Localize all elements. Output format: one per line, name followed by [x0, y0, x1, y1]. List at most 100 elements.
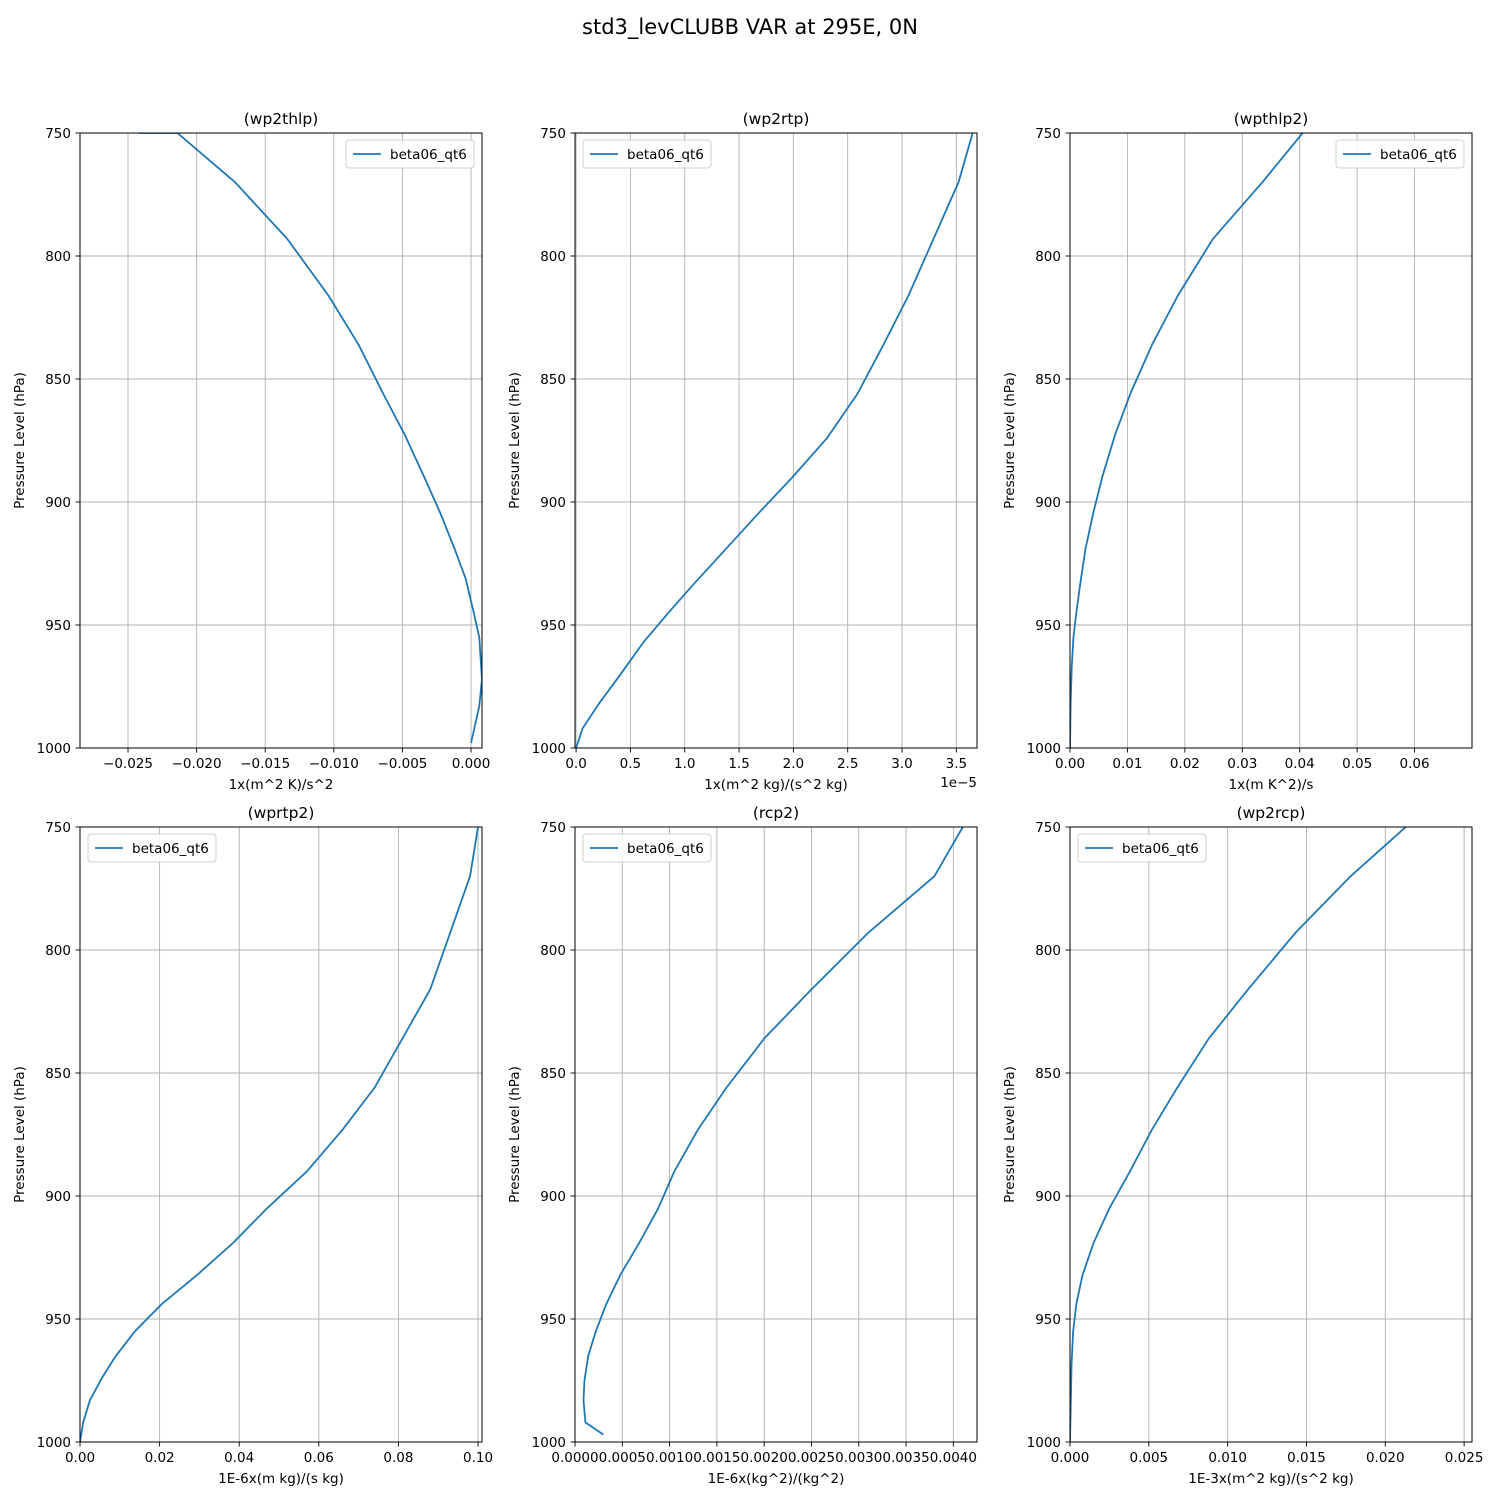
- plot-frame: [1069, 826, 1473, 1443]
- legend-label: beta06_qt6: [390, 147, 467, 163]
- x-tick-label: 1.0: [674, 756, 695, 772]
- x-axis-label: 1x(m K^2)/s: [1229, 777, 1314, 793]
- legend: beta06_qt6: [87, 833, 217, 863]
- x-tick-label: 0.04: [1285, 756, 1315, 772]
- y-tick-label: 950: [1035, 618, 1061, 634]
- y-tick-label: 850: [45, 1066, 71, 1082]
- y-tick-label: 800: [1035, 249, 1061, 265]
- plot-frame: [574, 826, 978, 1443]
- y-tick-label: 800: [540, 943, 566, 959]
- y-tick-label: 900: [1035, 495, 1061, 511]
- legend-label: beta06_qt6: [627, 841, 704, 857]
- series-line-1: [139, 133, 482, 744]
- legend-box: [582, 833, 712, 863]
- y-tick-label: 850: [1035, 1066, 1061, 1082]
- y-tick-label: 950: [540, 618, 566, 634]
- x-tick-label: 0.015: [1287, 1450, 1326, 1466]
- subplot-3: 0.00 0.01 0.02 0.03 0.04 0.05 0.06 750 800 850 900…: [1002, 110, 1473, 793]
- legend-box: [1077, 833, 1207, 863]
- subplot-title: (wpthlp2): [1234, 110, 1309, 128]
- y-tick-label: 750: [540, 126, 566, 142]
- subplot-6: 0.000 0.005 0.010 0.015 0.020 0.025 750 800 850 9…: [1002, 804, 1483, 1487]
- x-tick-label: 0.0000: [551, 1450, 598, 1466]
- x-tick-label: 0.02: [1170, 756, 1200, 772]
- x-tick-label: 0.0010: [646, 1450, 693, 1466]
- x-tick-label: 0.01: [1112, 756, 1142, 772]
- legend: beta06_qt6: [582, 833, 712, 863]
- y-tick-label: 1000: [532, 1435, 566, 1451]
- legend-box: [582, 139, 712, 169]
- y-tick-label: 850: [45, 372, 71, 388]
- y-tick-label: 1000: [37, 1435, 71, 1451]
- subplot-title: (rcp2): [753, 804, 799, 822]
- y-axis-label: Pressure Level (hPa): [1002, 372, 1018, 509]
- y-tick-label: 850: [540, 1066, 566, 1082]
- x-tick-label: 0.02: [145, 1450, 175, 1466]
- x-tick-label: −0.020: [172, 756, 222, 772]
- x-tick-label: 0.000: [1051, 1450, 1090, 1466]
- x-tick-label: 0.010: [1208, 1450, 1247, 1466]
- x-tick-label: −0.010: [309, 756, 359, 772]
- x-tick-label: 3.5: [946, 756, 967, 772]
- y-tick-label: 800: [45, 249, 71, 265]
- y-tick-label: 1000: [532, 741, 566, 757]
- x-tick-label: 0.0025: [788, 1450, 835, 1466]
- y-tick-label: 950: [1035, 1312, 1061, 1328]
- x-axis-label: 1E-3x(m^2 kg)/(s^2 kg): [1188, 1471, 1354, 1487]
- legend-label: beta06_qt6: [1380, 147, 1457, 163]
- y-tick-label: 900: [540, 495, 566, 511]
- x-tick-label: 0.020: [1366, 1450, 1405, 1466]
- y-tick-label: 950: [45, 1312, 71, 1328]
- y-axis-label: Pressure Level (hPa): [507, 372, 523, 509]
- y-tick-label: 900: [1035, 1189, 1061, 1205]
- y-tick-label: 800: [1035, 943, 1061, 959]
- subplot-1: −0.025 −0.020 −0.015 −0.010 −0.005 0.000 750 80…: [12, 110, 490, 793]
- legend: beta06_qt6: [582, 139, 712, 169]
- y-tick-label: 900: [540, 1189, 566, 1205]
- x-tick-label: 0.06: [304, 1450, 334, 1466]
- legend-box: [87, 833, 217, 863]
- legend-label: beta06_qt6: [1122, 841, 1199, 857]
- series-line-1: [575, 133, 974, 748]
- plot-frame: [79, 132, 483, 749]
- subplot-5: 0.0000 0.0005 0.0010 0.0015 0.0020 0.0025 0.00…: [507, 804, 978, 1487]
- y-tick-label: 900: [45, 495, 71, 511]
- x-axis-label: 1x(m^2 kg)/(s^2 kg): [704, 777, 848, 793]
- y-axis-label: Pressure Level (hPa): [1002, 1066, 1018, 1203]
- x-tick-label: 2.0: [783, 756, 804, 772]
- legend: beta06_qt6: [1077, 833, 1207, 863]
- subplot-2: 0.0 0.5 1.0 1.5 2.0 2.5 3.0 3.5 750 800 850 900 950 1…: [507, 110, 978, 793]
- x-tick-label: 0.0005: [599, 1450, 646, 1466]
- x-tick-label: 3.0: [891, 756, 912, 772]
- x-tick-label: 0.08: [383, 1450, 413, 1466]
- figure-title: std3_levCLUBB VAR at 295E, 0N: [582, 15, 918, 39]
- x-tick-label: 0.00: [1055, 756, 1085, 772]
- y-tick-label: 950: [540, 1312, 566, 1328]
- x-tick-label: 0.03: [1227, 756, 1257, 772]
- series-line-1: [1070, 133, 1304, 748]
- x-tick-label: −0.015: [240, 756, 290, 772]
- subplot-title: (wprtp2): [248, 804, 315, 822]
- y-tick-label: 850: [1035, 372, 1061, 388]
- x-tick-label: 0.0040: [930, 1450, 977, 1466]
- y-axis-label: Pressure Level (hPa): [12, 1066, 28, 1203]
- x-axis-label: 1E-6x(kg^2)/(kg^2): [708, 1471, 845, 1487]
- plot-frame: [574, 132, 978, 749]
- y-tick-label: 1000: [1027, 741, 1061, 757]
- x-tick-label: 0.0035: [882, 1450, 929, 1466]
- x-tick-label: −0.005: [377, 756, 427, 772]
- x-tick-label: 0.05: [1342, 756, 1372, 772]
- x-axis-label: 1E-6x(m kg)/(s kg): [218, 1471, 344, 1487]
- subplot-title: (wp2rtp): [743, 110, 810, 128]
- x-tick-label: 0.04: [224, 1450, 254, 1466]
- subplot-title: (wp2thlp): [244, 110, 319, 128]
- y-tick-label: 750: [540, 820, 566, 836]
- x-tick-label: 0.0030: [835, 1450, 882, 1466]
- y-tick-label: 750: [45, 126, 71, 142]
- x-tick-label: 0.10: [463, 1450, 493, 1466]
- x-offset-label: 1e−5: [940, 775, 977, 791]
- x-tick-label: 0.06: [1400, 756, 1430, 772]
- x-axis-label: 1x(m^2 K)/s^2: [229, 777, 334, 793]
